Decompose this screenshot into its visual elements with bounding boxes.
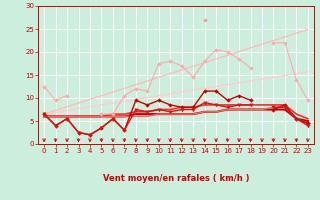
X-axis label: Vent moyen/en rafales ( km/h ): Vent moyen/en rafales ( km/h ) (103, 174, 249, 183)
